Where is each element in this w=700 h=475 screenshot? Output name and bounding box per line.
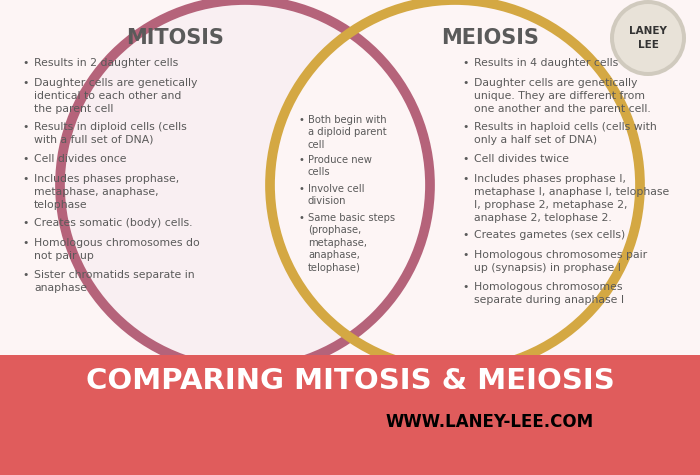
Text: Results in diploid cells (cells
with a full set of DNA): Results in diploid cells (cells with a f… <box>34 122 187 145</box>
Text: •: • <box>462 250 468 260</box>
Text: Both begin with
a diploid parent
cell: Both begin with a diploid parent cell <box>308 115 386 150</box>
Text: •: • <box>298 155 304 165</box>
FancyBboxPatch shape <box>0 355 700 475</box>
Text: LANEY
LEE: LANEY LEE <box>629 27 667 49</box>
Text: •: • <box>298 213 304 223</box>
Text: Homologous chromosomes do
not pair up: Homologous chromosomes do not pair up <box>34 238 200 261</box>
Text: •: • <box>22 174 29 184</box>
Circle shape <box>60 0 430 370</box>
Text: •: • <box>462 154 468 164</box>
Text: Includes phases prophase I,
metaphase I, anaphase I, telophase
I, prophase 2, me: Includes phases prophase I, metaphase I,… <box>474 174 669 223</box>
Text: Homologous chromosomes pair
up (synapsis) in prophase I: Homologous chromosomes pair up (synapsis… <box>474 250 647 273</box>
Text: Cell divides once: Cell divides once <box>34 154 127 164</box>
Text: •: • <box>462 122 468 132</box>
Text: •: • <box>462 229 468 239</box>
Circle shape <box>614 4 682 72</box>
Text: •: • <box>298 184 304 194</box>
Text: •: • <box>462 78 468 88</box>
Text: Sister chromatids separate in
anaphase: Sister chromatids separate in anaphase <box>34 270 195 293</box>
Text: Creates somatic (body) cells.: Creates somatic (body) cells. <box>34 218 193 228</box>
Text: Involve cell
division: Involve cell division <box>308 184 365 207</box>
Text: Produce new
cells: Produce new cells <box>308 155 372 177</box>
Text: •: • <box>22 218 29 228</box>
Text: Includes phases prophase,
metaphase, anaphase,
telophase: Includes phases prophase, metaphase, ana… <box>34 174 179 210</box>
Text: WWW.LANEY-LEE.COM: WWW.LANEY-LEE.COM <box>386 413 594 431</box>
Text: •: • <box>462 174 468 184</box>
Text: COMPARING MITOSIS & MEIOSIS: COMPARING MITOSIS & MEIOSIS <box>85 367 615 395</box>
Text: •: • <box>22 122 29 132</box>
Text: Results in 2 daughter cells: Results in 2 daughter cells <box>34 58 179 68</box>
Text: MITOSIS: MITOSIS <box>126 28 224 48</box>
Text: •: • <box>22 58 29 68</box>
Text: Results in 4 daughter cells: Results in 4 daughter cells <box>474 58 618 68</box>
Text: MEIOSIS: MEIOSIS <box>441 28 539 48</box>
Text: •: • <box>22 78 29 88</box>
Text: Same basic steps
(prophase,
metaphase,
anaphase,
telophase): Same basic steps (prophase, metaphase, a… <box>308 213 395 273</box>
Text: Cell divides twice: Cell divides twice <box>474 154 569 164</box>
Text: Daughter cells are genetically
identical to each other and
the parent cell: Daughter cells are genetically identical… <box>34 78 197 114</box>
Text: Creates gametes (sex cells): Creates gametes (sex cells) <box>474 229 625 239</box>
Circle shape <box>610 0 686 76</box>
Text: •: • <box>22 270 29 281</box>
Text: •: • <box>462 58 468 68</box>
Text: Results in haploid cells (cells with
only a half set of DNA): Results in haploid cells (cells with onl… <box>474 122 657 145</box>
Text: Daughter cells are genetically
unique. They are different from
one another and t: Daughter cells are genetically unique. T… <box>474 78 651 114</box>
Text: •: • <box>22 154 29 164</box>
Circle shape <box>270 0 640 370</box>
Text: •: • <box>298 115 304 125</box>
Text: •: • <box>462 282 468 292</box>
Text: Homologous chromosomes
separate during anaphase I: Homologous chromosomes separate during a… <box>474 282 624 305</box>
Text: •: • <box>22 238 29 248</box>
